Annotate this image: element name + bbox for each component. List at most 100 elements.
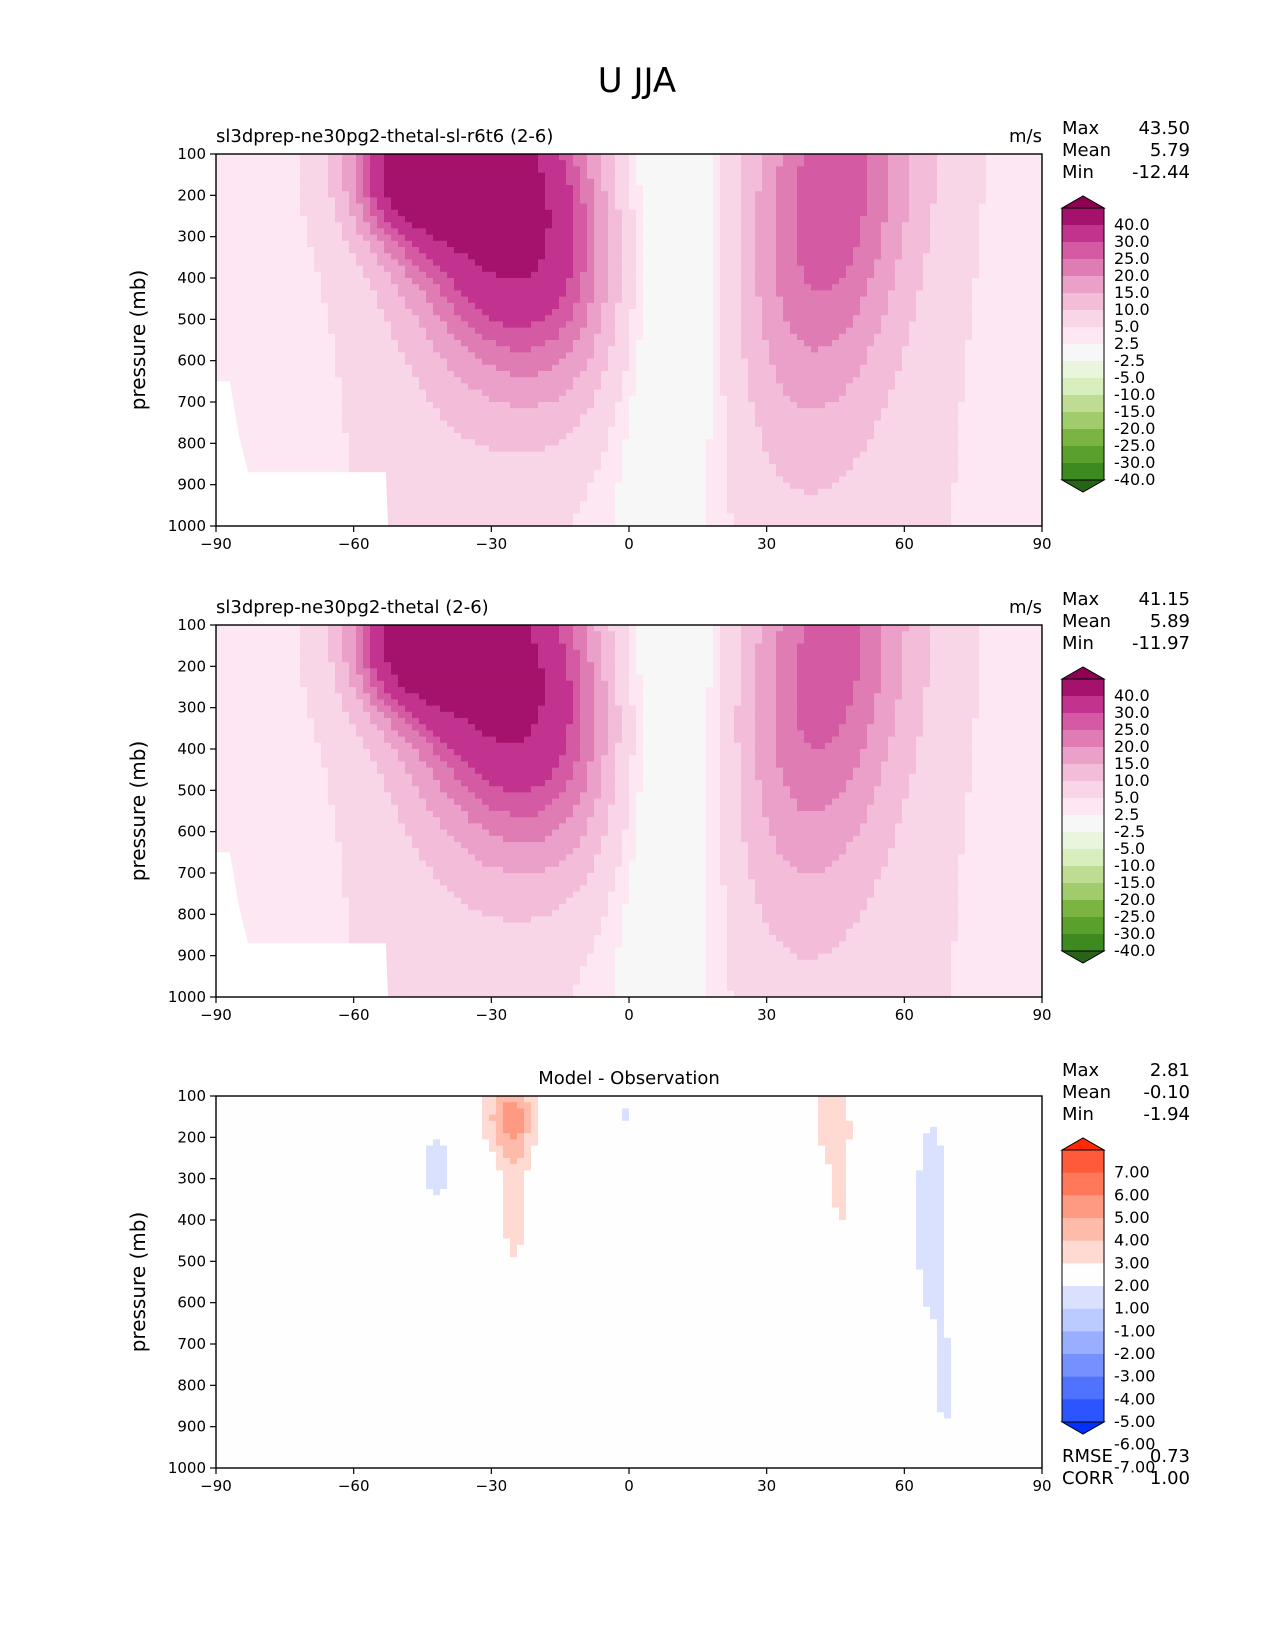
contour-cell — [636, 234, 644, 242]
contour-cell — [300, 346, 308, 353]
contour-cell — [405, 352, 413, 360]
contour-cell — [664, 191, 672, 198]
contour-cell — [335, 402, 343, 409]
contour-cell — [867, 395, 875, 403]
contour-cell — [916, 166, 924, 174]
contour-cell — [489, 259, 497, 267]
contour-cell — [293, 166, 301, 174]
contour-cell — [244, 395, 252, 403]
contour-cell — [923, 166, 931, 174]
contour-cell — [580, 340, 588, 347]
contour-cell — [244, 271, 252, 279]
contour-cell — [489, 185, 497, 192]
contour-cell — [930, 402, 938, 409]
contour-cell — [356, 278, 364, 285]
contour-cell — [377, 377, 385, 384]
contour-cell — [832, 209, 840, 217]
contour-cell — [314, 228, 322, 236]
contour-cell — [993, 228, 1001, 236]
contour-cell — [664, 234, 672, 242]
contour-cell — [839, 352, 847, 360]
contour-cell — [398, 371, 406, 378]
contour-cell — [937, 284, 945, 291]
contour-cell — [650, 240, 658, 248]
contour-cell — [965, 290, 973, 298]
contour-cell — [398, 364, 406, 372]
contour-cell — [643, 191, 651, 198]
contour-cell — [321, 296, 329, 304]
contour-cell — [951, 278, 959, 285]
contour-cell — [734, 321, 742, 329]
contour-cell — [720, 191, 728, 198]
contour-cell — [867, 364, 875, 372]
contour-cell — [846, 395, 854, 403]
contour-cell — [1007, 259, 1015, 267]
contour-cell — [265, 414, 273, 422]
contour-cell — [426, 228, 434, 236]
contour-cell — [314, 166, 322, 174]
contour-cell — [776, 364, 784, 372]
contour-cell — [244, 203, 252, 211]
contour-cell — [223, 209, 231, 217]
contour-cell — [629, 234, 637, 242]
contour-cell — [335, 340, 343, 347]
contour-cell — [489, 352, 497, 360]
contour-cell — [923, 178, 931, 186]
contour-cell — [888, 371, 896, 378]
contour-cell — [503, 166, 511, 174]
contour-cell — [328, 209, 336, 217]
contour-cell — [769, 240, 777, 248]
contour-cell — [1021, 197, 1029, 205]
contour-cell — [622, 191, 630, 198]
contour-cell — [629, 253, 637, 260]
contour-cell — [678, 358, 686, 366]
contour-cell — [622, 389, 630, 397]
contour-cell — [552, 191, 560, 198]
contour-cell — [846, 290, 854, 298]
contour-cell — [230, 247, 238, 254]
contour-cell — [510, 383, 518, 391]
contour-cell — [377, 160, 385, 167]
contour-cell — [335, 309, 343, 316]
contour-cell — [279, 383, 287, 391]
contour-cell — [1021, 253, 1029, 260]
contour-cell — [573, 408, 581, 415]
contour-cell — [664, 209, 672, 217]
contour-cell — [944, 302, 952, 310]
contour-cell — [440, 284, 448, 291]
contour-cell — [1035, 309, 1043, 316]
contour-cell — [524, 234, 532, 242]
contour-cell — [286, 240, 294, 248]
contour-cell — [790, 408, 798, 415]
contour-cell — [545, 383, 553, 391]
contour-cell — [314, 333, 322, 341]
contour-cell — [811, 333, 819, 341]
contour-cell — [965, 160, 973, 167]
contour-cell — [412, 408, 420, 415]
contour-cell — [909, 395, 917, 403]
contour-cell — [272, 352, 280, 360]
contour-cell — [279, 284, 287, 291]
contour-cell — [930, 364, 938, 372]
contour-cell — [468, 197, 476, 205]
contour-cell — [657, 259, 665, 267]
contour-cell — [580, 185, 588, 192]
contour-cell — [419, 197, 427, 205]
contour-cell — [867, 222, 875, 229]
contour-cell — [230, 228, 238, 236]
contour-cell — [300, 358, 308, 366]
contour-cell — [251, 247, 259, 254]
contour-cell — [755, 364, 763, 372]
contour-cell — [223, 185, 231, 192]
contour-cell — [363, 178, 371, 186]
contour-cell — [622, 309, 630, 316]
contour-cell — [223, 216, 231, 223]
contour-cell — [1028, 271, 1036, 279]
contour-cell — [783, 203, 791, 211]
contour-cell — [377, 290, 385, 298]
contour-cell — [594, 315, 602, 322]
contour-cell — [1014, 389, 1022, 397]
contour-cell — [832, 271, 840, 279]
contour-cell — [839, 321, 847, 329]
contour-cell — [447, 315, 455, 322]
